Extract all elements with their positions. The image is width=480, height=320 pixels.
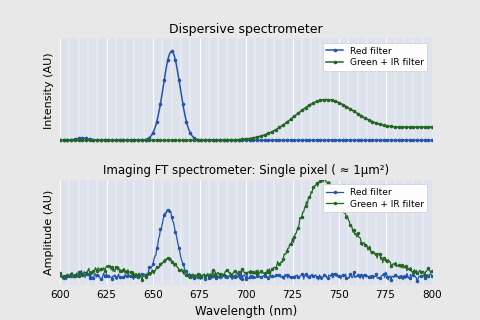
- Red filter: [192, 136, 198, 140]
- Green + IR filter: [139, 278, 145, 282]
- Red filter: [295, 275, 301, 279]
- Green + IR filter: [322, 176, 328, 180]
- Red filter: [414, 279, 420, 283]
- Green + IR filter: [244, 137, 250, 141]
- Red filter: [106, 138, 111, 142]
- Red filter: [296, 138, 302, 142]
- Legend: Red filter, Green + IR filter: Red filter, Green + IR filter: [323, 43, 428, 71]
- Y-axis label: Intensity (AU): Intensity (AU): [45, 52, 54, 129]
- Red filter: [262, 274, 267, 278]
- X-axis label: Wavelength (nm): Wavelength (nm): [195, 305, 297, 318]
- Green + IR filter: [192, 273, 198, 276]
- Red filter: [169, 50, 175, 53]
- Red filter: [245, 138, 251, 142]
- Green + IR filter: [57, 139, 63, 142]
- Red filter: [429, 274, 435, 278]
- Legend: Red filter, Green + IR filter: Red filter, Green + IR filter: [323, 184, 428, 212]
- Green + IR filter: [191, 139, 197, 142]
- Red filter: [57, 138, 63, 142]
- Red filter: [245, 277, 251, 281]
- Green + IR filter: [106, 139, 111, 142]
- Green + IR filter: [294, 112, 300, 116]
- Red filter: [57, 272, 63, 276]
- Green + IR filter: [261, 133, 266, 137]
- Title: Dispersive spectrometer: Dispersive spectrometer: [169, 23, 323, 36]
- Green + IR filter: [295, 226, 301, 230]
- Line: Green + IR filter: Green + IR filter: [59, 177, 433, 281]
- Red filter: [246, 138, 252, 142]
- Red filter: [332, 138, 337, 142]
- Green + IR filter: [323, 98, 329, 101]
- Red filter: [263, 138, 268, 142]
- Green + IR filter: [106, 264, 111, 268]
- Line: Green + IR filter: Green + IR filter: [59, 99, 433, 141]
- Red filter: [331, 275, 336, 279]
- Green + IR filter: [57, 271, 63, 275]
- Red filter: [192, 275, 198, 279]
- Y-axis label: Amplitude (AU): Amplitude (AU): [45, 190, 54, 275]
- Line: Red filter: Red filter: [59, 50, 433, 141]
- Green + IR filter: [429, 125, 435, 129]
- Green + IR filter: [332, 192, 337, 196]
- Red filter: [429, 138, 435, 142]
- Red filter: [165, 208, 171, 212]
- Green + IR filter: [262, 272, 267, 276]
- Red filter: [106, 275, 111, 278]
- Green + IR filter: [245, 271, 251, 275]
- Line: Red filter: Red filter: [59, 209, 433, 282]
- Title: Imaging FT spectrometer: Single pixel ( ≈ 1μm²): Imaging FT spectrometer: Single pixel ( …: [103, 164, 389, 177]
- Green + IR filter: [429, 269, 435, 273]
- Green + IR filter: [331, 99, 336, 102]
